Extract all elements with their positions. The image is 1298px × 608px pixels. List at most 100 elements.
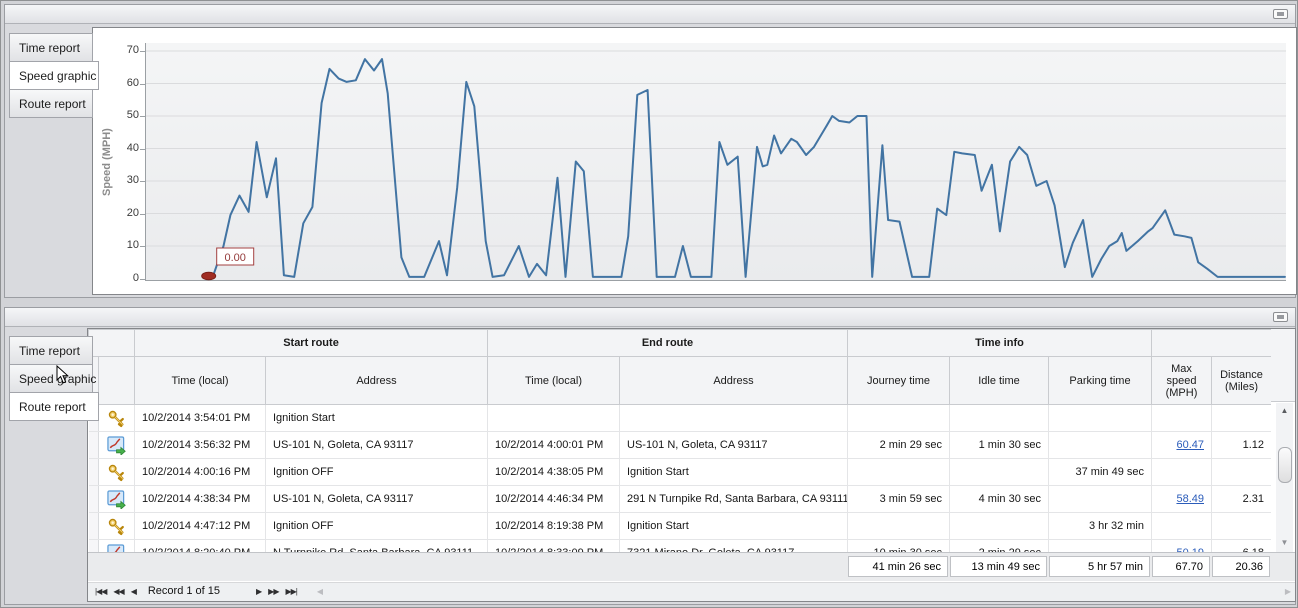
column-header-address[interactable]: Address	[619, 356, 848, 405]
end-address-cell[interactable]: Ignition Start	[619, 512, 848, 540]
table-row[interactable]: 10/2/2014 4:47:12 PM Ignition OFF 10/2/201…	[88, 512, 1271, 540]
table-row[interactable]: 10/2/2014 3:54:01 PM Ignition Start	[88, 404, 1271, 432]
end-time-cell[interactable]: 10/2/2014 4:00:01 PM	[487, 431, 620, 459]
start-address-cell[interactable]: Ignition Start	[265, 404, 488, 432]
end-address-cell[interactable]	[619, 404, 848, 432]
group-header-start-route: Start route	[134, 329, 488, 357]
parking-time-cell[interactable]	[1048, 431, 1152, 459]
tab-speed-graphic[interactable]: Speed graphic	[9, 61, 99, 90]
distance-cell[interactable]	[1211, 512, 1271, 540]
max-speed-cell[interactable]: 58.49	[1151, 485, 1212, 513]
parking-time-cell[interactable]: 37 min 49 sec	[1048, 458, 1152, 486]
column-header-idle-time[interactable]: Idle time	[949, 356, 1049, 405]
start-time-cell[interactable]: 10/2/2014 3:56:32 PM	[134, 431, 266, 459]
parking-time-cell[interactable]	[1048, 485, 1152, 513]
column-header-address[interactable]: Address	[265, 356, 488, 405]
max-speed-cell[interactable]	[1151, 404, 1212, 432]
distance-cell[interactable]: 2.31	[1211, 485, 1271, 513]
scrollbar-thumb[interactable]	[1278, 447, 1292, 483]
next-page-icon[interactable]: ▶▶	[268, 587, 279, 597]
max-speed-cell[interactable]: 60.47	[1151, 431, 1212, 459]
distance-cell[interactable]: 6.18	[1211, 539, 1271, 552]
idle-time-cell[interactable]	[949, 458, 1049, 486]
tab-route-report[interactable]: Route report	[9, 89, 93, 118]
y-tick-mark	[140, 246, 145, 247]
top-panel-collapse-button[interactable]	[1273, 9, 1288, 19]
prev-record-icon[interactable]: ◀	[130, 587, 137, 597]
bottom-panel-collapse-button[interactable]	[1273, 312, 1288, 322]
vertical-scrollbar[interactable]: ▲ ▼	[1276, 403, 1293, 552]
end-address-cell[interactable]: Ignition Start	[619, 458, 848, 486]
row-indicator	[88, 485, 99, 513]
parking-time-cell[interactable]: 3 hr 32 min	[1048, 512, 1152, 540]
scroll-up-icon[interactable]: ▲	[1280, 406, 1289, 415]
tab-time-report[interactable]: Time report	[9, 33, 93, 62]
end-address-cell[interactable]: US-101 N, Goleta, CA 93117	[619, 431, 848, 459]
journey-time-cell[interactable]: 3 min 59 sec	[847, 485, 950, 513]
column-header-max-speed-mph-[interactable]: Max speed (MPH)	[1151, 356, 1212, 405]
idle-time-cell[interactable]	[949, 404, 1049, 432]
distance-cell[interactable]	[1211, 404, 1271, 432]
end-time-cell[interactable]: 10/2/2014 8:19:38 PM	[487, 512, 620, 540]
next-record-icon[interactable]: ▶	[256, 587, 262, 597]
journey-time-cell[interactable]	[847, 512, 950, 540]
column-header-parking-time[interactable]: Parking time	[1048, 356, 1152, 405]
y-tick-label: 70	[126, 44, 139, 56]
y-tick-mark	[140, 181, 145, 182]
start-time-cell[interactable]: 10/2/2014 4:38:34 PM	[134, 485, 266, 513]
row-indicator	[88, 431, 99, 459]
parking-time-cell[interactable]	[1048, 539, 1152, 552]
start-address-cell[interactable]: Ignition OFF	[265, 458, 488, 486]
end-time-cell[interactable]: 10/2/2014 4:46:34 PM	[487, 485, 620, 513]
idle-time-cell[interactable]: 1 min 30 sec	[949, 431, 1049, 459]
max-speed-cell[interactable]	[1151, 512, 1212, 540]
start-time-cell[interactable]: 10/2/2014 3:54:01 PM	[134, 404, 266, 432]
table-row[interactable]: 10/2/2014 3:56:32 PM US-101 N, Goleta, CA…	[88, 431, 1271, 459]
max-speed-cell[interactable]: 50.19	[1151, 539, 1212, 552]
start-time-cell[interactable]: 10/2/2014 4:00:16 PM	[134, 458, 266, 486]
summary-parking-time: 5 hr 57 min	[1049, 556, 1150, 577]
first-record-icon[interactable]: |◀◀	[95, 587, 107, 597]
prev-page-icon[interactable]: ◀◀	[113, 587, 124, 597]
tab-speed-graphic-bottom[interactable]: Speed graphic	[9, 364, 96, 393]
journey-time-cell[interactable]: 2 min 29 sec	[847, 431, 950, 459]
start-address-cell[interactable]: US-101 N, Goleta, CA 93117	[265, 485, 488, 513]
end-time-cell[interactable]: 10/2/2014 4:38:05 PM	[487, 458, 620, 486]
column-header-time-local-[interactable]: Time (local)	[487, 356, 620, 405]
column-header-time-local-[interactable]: Time (local)	[134, 356, 266, 405]
idle-time-cell[interactable]: 2 min 29 sec	[949, 539, 1049, 552]
max-speed-link[interactable]: 60.47	[1176, 439, 1204, 451]
journey-time-cell[interactable]: 10 min 30 sec	[847, 539, 950, 552]
max-speed-link[interactable]: 50.19	[1176, 547, 1204, 552]
journey-time-cell[interactable]	[847, 458, 950, 486]
tab-time-report-bottom[interactable]: Time report	[9, 336, 93, 365]
tab-route-report-bottom[interactable]: Route report	[9, 392, 99, 421]
distance-cell[interactable]: 1.12	[1211, 431, 1271, 459]
idle-time-cell[interactable]	[949, 512, 1049, 540]
table-row[interactable]: 10/2/2014 8:20:40 PMN Turnpike Rd, Santa…	[88, 539, 1271, 552]
idle-time-cell[interactable]: 4 min 30 sec	[949, 485, 1049, 513]
max-speed-cell[interactable]	[1151, 458, 1212, 486]
parking-time-cell[interactable]	[1048, 404, 1152, 432]
end-address-cell[interactable]: 291 N Turnpike Rd, Santa Barbara, CA 931…	[619, 485, 848, 513]
table-row[interactable]: 10/2/2014 4:00:16 PM Ignition OFF 10/2/201…	[88, 458, 1271, 486]
start-address-cell[interactable]: US-101 N, Goleta, CA 93117	[265, 431, 488, 459]
start-address-cell[interactable]: Ignition OFF	[265, 512, 488, 540]
max-speed-link[interactable]: 58.49	[1176, 493, 1204, 505]
journey-time-cell[interactable]	[847, 404, 950, 432]
start-time-cell[interactable]: 10/2/2014 8:20:40 PM	[134, 539, 266, 552]
end-time-cell[interactable]: 10/2/2014 8:33:09 PM	[487, 539, 620, 552]
column-header-distance-miles-[interactable]: Distance (Miles)	[1211, 356, 1271, 405]
end-address-cell[interactable]: 7321 Mirano Dr, Goleta, CA 93117	[619, 539, 848, 552]
scroll-down-icon[interactable]: ▼	[1280, 538, 1289, 547]
start-address-cell[interactable]: N Turnpike Rd, Santa Barbara, CA 93111	[265, 539, 488, 552]
start-time-cell[interactable]: 10/2/2014 4:47:12 PM	[134, 512, 266, 540]
last-record-icon[interactable]: ▶▶|	[285, 587, 297, 597]
y-tick-label: 10	[126, 239, 139, 251]
distance-cell[interactable]	[1211, 458, 1271, 486]
annotation-box	[216, 247, 255, 266]
end-time-cell[interactable]	[487, 404, 620, 432]
table-row[interactable]: 10/2/2014 4:38:34 PM US-101 N, Goleta, CA…	[88, 485, 1271, 513]
column-header-journey-time[interactable]: Journey time	[847, 356, 950, 405]
